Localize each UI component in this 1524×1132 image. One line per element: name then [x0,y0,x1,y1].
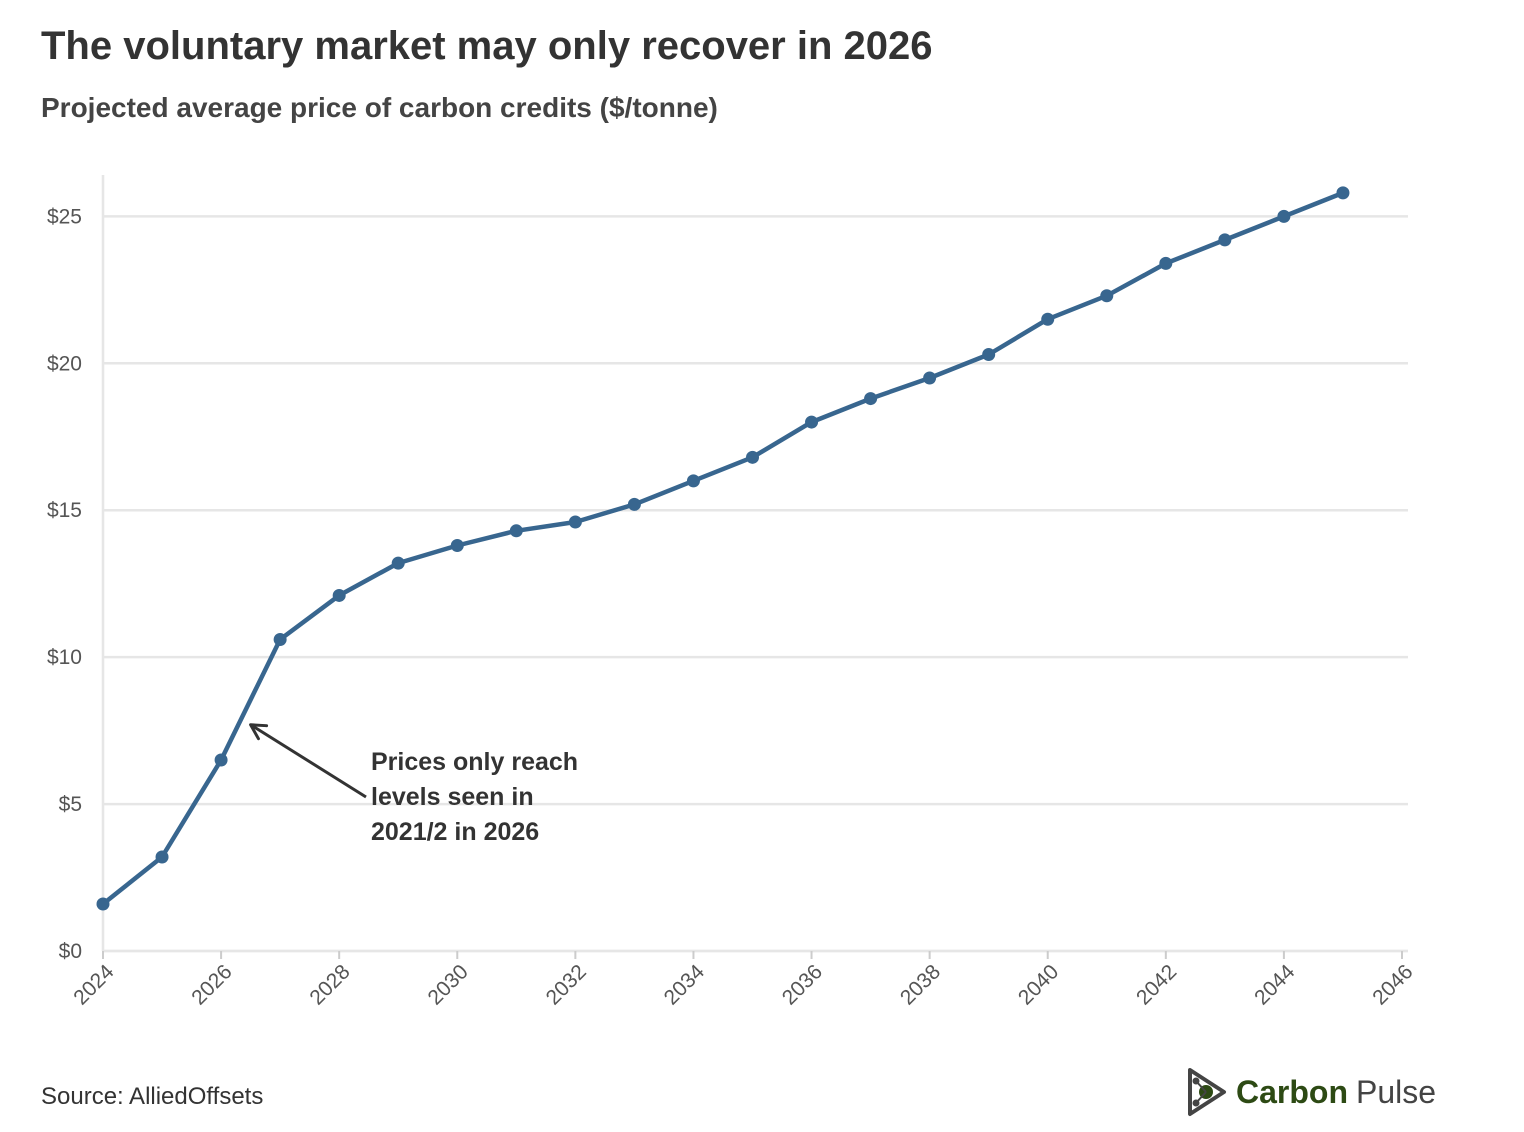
data-point [1041,312,1055,326]
x-axis-ticks: 2024 2026 2028 2030 2032 2034 2036 2038 2040 2042… [69,951,1418,1010]
data-point [1100,289,1114,303]
data-point [450,538,464,552]
data-point [509,524,523,538]
x-tick-label: 2026 [187,960,236,1009]
data-point [273,633,287,647]
x-tick-label: 2024 [69,960,119,1010]
data-point [214,753,228,767]
y-tick-label: $10 [47,646,82,669]
grid-lines [103,215,1408,953]
series-line [100,190,1346,907]
x-tick-label: 2044 [1250,960,1300,1010]
data-point [805,415,819,429]
data-point [746,450,759,464]
brand-name-carbon: Carbon [1236,1073,1348,1110]
data-point [96,897,110,911]
y-tick-label: $0 [59,940,82,963]
chart-subtitle: Projected average price of carbon credit… [41,92,718,123]
x-tick-label: 2046 [1368,960,1417,1009]
y-axis-ticks: $0 $5 $10 $15 $20 $25 [47,205,82,963]
x-tick-label: 2034 [660,960,710,1010]
data-point [332,588,346,602]
line-chart: $0 $5 $10 $15 $20 $25 2024 2026 2028 2030 2032 203… [47,175,1418,1010]
axes [101,175,1408,953]
data-point [1277,209,1291,223]
data-point [864,392,878,406]
annotation-arrow [249,723,367,799]
x-tick-label: 2036 [778,960,827,1009]
data-point [155,850,169,864]
data-point [1218,233,1232,247]
x-tick-label: 2040 [1014,960,1063,1009]
x-tick-label: 2042 [1132,960,1181,1009]
x-tick-label: 2028 [305,960,354,1009]
y-tick-label: $20 [47,352,82,375]
series-layer [96,186,1350,911]
x-tick-label: 2038 [896,960,945,1009]
data-point [1336,186,1350,200]
data-point [568,515,582,529]
arrow-icon [249,723,269,741]
data-point [686,474,700,488]
annotation-text-line: 2021/2 in 2026 [371,818,539,846]
annotation-layer: Prices only reach levels seen in 2021/2 in… [249,723,578,846]
carbon-pulse-logo-icon [1188,1068,1226,1116]
chart-title: The voluntary market may only recover in… [41,24,933,68]
brand-logo: Carbon Pulse [1186,1066,1436,1118]
brand-name-pulse: Pulse [1356,1073,1437,1110]
data-point [982,347,996,361]
data-point [627,497,641,511]
x-tick-label: 2032 [542,960,591,1009]
x-tick-label: 2030 [424,960,473,1009]
data-point [391,556,405,570]
data-point [1159,256,1173,270]
y-tick-label: $15 [47,499,82,522]
data-point [923,371,937,385]
y-tick-label: $25 [47,205,82,228]
y-tick-label: $5 [59,793,82,816]
annotation-text-line: Prices only reach [371,748,578,776]
annotation-text-line: levels seen in [371,783,534,811]
source-note: Source: AlliedOffsets [41,1083,264,1110]
